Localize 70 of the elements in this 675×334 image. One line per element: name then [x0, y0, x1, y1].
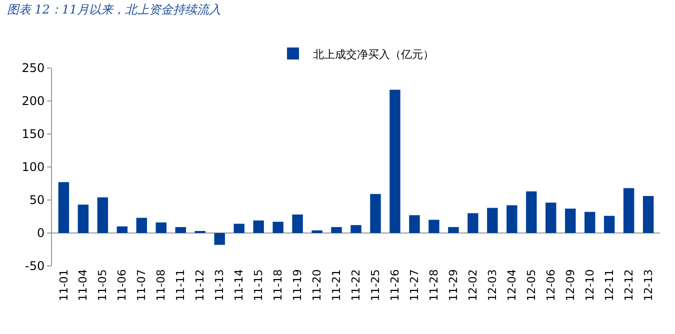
bar [604, 216, 615, 233]
x-tick-label: 11-13 [213, 269, 226, 302]
y-tick-label: 150 [22, 127, 45, 142]
bar [584, 212, 596, 233]
bar [253, 220, 264, 233]
x-tick-label: 11-04 [76, 269, 90, 302]
x-tick-label: 12-03 [486, 269, 499, 302]
bar [623, 188, 634, 233]
bar [78, 204, 89, 233]
bar [409, 215, 420, 233]
bar [97, 197, 108, 233]
bar [58, 182, 70, 233]
bar [565, 208, 576, 233]
x-tick-label: 12-11 [602, 269, 616, 302]
bar [370, 194, 381, 233]
y-tick-label: 0 [36, 226, 45, 240]
bar [350, 225, 362, 233]
x-tick-label: 12-10 [583, 269, 596, 302]
legend-label: 北上成交净买入（亿元） [313, 48, 434, 61]
y-tick-label: -50 [24, 259, 45, 274]
bar [136, 218, 147, 233]
bar [546, 202, 556, 233]
x-tick-label: 12-09 [564, 269, 577, 302]
x-tick-label: 11-06 [116, 269, 129, 302]
x-tick-label: 11-12 [194, 269, 207, 302]
bar [642, 196, 654, 233]
y-tick-label: 250 [22, 61, 45, 76]
x-tick-label: 12-12 [622, 269, 636, 302]
chart-title: 图表 12：11月以来，北上资金持续流入 [6, 2, 222, 16]
x-tick-label: 11-05 [96, 269, 110, 302]
x-tick-label: 11-14 [232, 269, 246, 302]
x-tick-label: 11-15 [252, 269, 266, 302]
x-tick-label: 11-28 [428, 269, 441, 302]
x-tick-label: 12-05 [524, 269, 538, 302]
y-tick-label: 100 [22, 160, 45, 174]
x-tick-label: 11-25 [369, 269, 382, 302]
bar [292, 214, 303, 233]
bar [487, 208, 498, 233]
bar [448, 227, 459, 233]
x-tick-label: 11-26 [388, 269, 402, 302]
x-tick-label: 11-21 [330, 269, 344, 302]
bar [175, 227, 186, 233]
y-tick-label: 200 [22, 94, 45, 108]
x-tick-label: 12-06 [544, 269, 558, 302]
x-tick-label: 11-18 [272, 269, 285, 302]
x-tick-label: 12-02 [466, 269, 480, 302]
bar [468, 213, 478, 233]
bar [428, 220, 440, 233]
bar [390, 90, 400, 233]
x-tick-label: 11-22 [350, 269, 363, 302]
x-tick-label: 11-08 [154, 269, 168, 302]
bar [312, 230, 322, 233]
x-tick-label: 11-01 [57, 269, 70, 302]
x-tick-label: 11-29 [447, 269, 460, 302]
bar [526, 191, 537, 233]
x-tick-label: 11-19 [291, 269, 304, 302]
x-tick-label: 11-27 [408, 269, 422, 302]
x-tick-label: 11-11 [174, 269, 188, 302]
x-tick-label: 11-20 [310, 269, 324, 302]
y-tick-label: 50 [29, 193, 45, 208]
bar [272, 222, 284, 233]
bar [116, 226, 128, 233]
bar [331, 227, 342, 233]
bar [214, 233, 225, 245]
x-tick-label: 11-07 [135, 269, 148, 302]
bar [156, 222, 166, 233]
bar [506, 205, 518, 233]
bar [234, 224, 244, 233]
x-tick-label: 12-04 [505, 269, 518, 302]
x-tick-label: 12-13 [642, 269, 655, 302]
